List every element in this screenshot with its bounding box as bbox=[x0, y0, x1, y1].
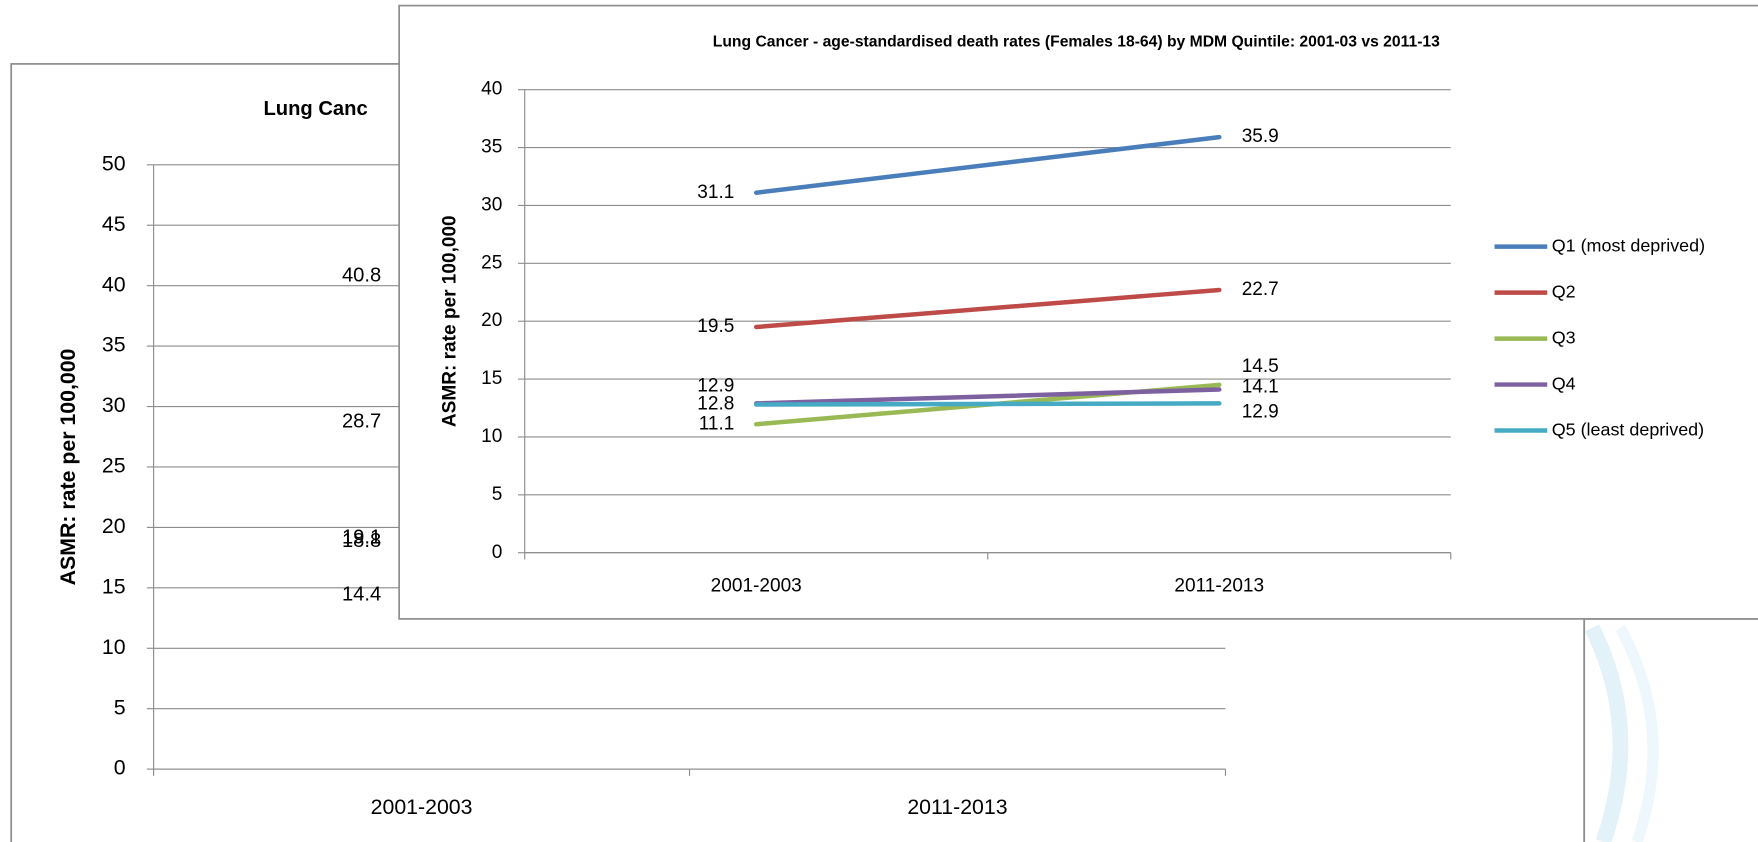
y-tick-label: 0 bbox=[114, 756, 126, 780]
data-label: 40.8 bbox=[342, 264, 381, 286]
data-label: 14.4 bbox=[342, 583, 381, 605]
chart-frame bbox=[398, 4, 1758, 620]
chart-title: Lung Cancer - age-standardised death rat… bbox=[713, 34, 1440, 51]
data-label: 11.1 bbox=[699, 413, 735, 434]
y-axis-title: ASMR: rate per 100,000 bbox=[440, 215, 461, 427]
y-tick-label: 30 bbox=[102, 393, 126, 417]
x-tick-label: 2011-2013 bbox=[907, 795, 1007, 819]
series-line bbox=[753, 401, 1222, 407]
decor-arc bbox=[1585, 624, 1629, 842]
y-tick-label: 5 bbox=[492, 484, 503, 505]
data-label: 19.5 bbox=[697, 316, 734, 337]
y-axis-title: ASMR: rate per 100,000 bbox=[56, 349, 80, 586]
x-tick-label: 2001-2003 bbox=[371, 795, 473, 819]
y-tick-label: 5 bbox=[114, 695, 126, 719]
foreground-chart: Lung Cancer - age-standardised death rat… bbox=[398, 4, 1758, 620]
y-tick-label: 20 bbox=[102, 514, 126, 538]
legend-label: Q3 bbox=[1552, 327, 1576, 347]
y-tick-label: 35 bbox=[102, 333, 126, 357]
y-tick-label: 35 bbox=[481, 137, 502, 158]
series-line bbox=[753, 134, 1222, 195]
legend-label: Q1 (most deprived) bbox=[1552, 235, 1705, 255]
data-label: 14.5 bbox=[1242, 356, 1279, 377]
y-tick-label: 15 bbox=[102, 574, 126, 598]
y-tick-label: 40 bbox=[102, 272, 126, 296]
data-label: 12.9 bbox=[697, 376, 734, 397]
y-tick-label: 0 bbox=[492, 542, 503, 563]
data-label: 22.7 bbox=[1242, 279, 1279, 300]
y-tick-label: 15 bbox=[481, 368, 502, 389]
series-line bbox=[753, 287, 1222, 330]
data-label: 35.9 bbox=[1242, 126, 1279, 147]
legend-label: Q4 bbox=[1552, 373, 1576, 393]
y-tick-label: 40 bbox=[481, 79, 502, 100]
y-tick-label: 20 bbox=[481, 310, 502, 331]
y-tick-label: 25 bbox=[481, 252, 502, 273]
data-label: 12.8 bbox=[697, 394, 734, 415]
data-label: 14.1 bbox=[1242, 376, 1279, 397]
y-tick-label: 50 bbox=[102, 151, 126, 175]
legend-label: Q2 bbox=[1552, 281, 1576, 301]
data-label: 12.9 bbox=[1242, 401, 1279, 422]
data-label: 18.8 bbox=[342, 530, 381, 552]
chart-title: Lung Canc bbox=[263, 98, 367, 120]
series-line bbox=[753, 387, 1222, 406]
legend-label: Q5 (least deprived) bbox=[1552, 419, 1704, 439]
x-tick-label: 2011-2013 bbox=[1174, 575, 1264, 596]
y-tick-label: 45 bbox=[102, 212, 126, 236]
x-tick-label: 2001-2003 bbox=[711, 575, 802, 596]
data-label: 31.1 bbox=[697, 182, 734, 203]
y-tick-label: 10 bbox=[481, 426, 502, 447]
y-tick-label: 25 bbox=[102, 454, 126, 478]
data-label: 28.7 bbox=[342, 411, 381, 433]
y-tick-label: 30 bbox=[481, 194, 502, 215]
decor-arc bbox=[1615, 625, 1659, 842]
data-label: 19.1 bbox=[342, 527, 381, 549]
y-tick-label: 10 bbox=[102, 635, 126, 659]
